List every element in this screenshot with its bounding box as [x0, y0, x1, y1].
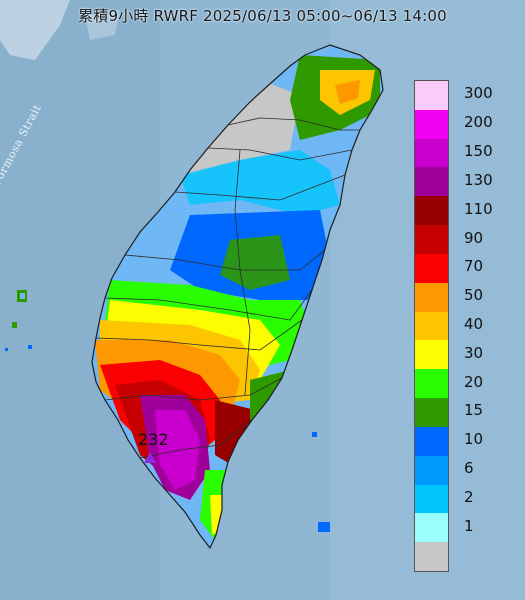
- legend-swatch: [415, 109, 448, 139]
- legend-swatch: [415, 513, 448, 543]
- legend-swatch: [415, 369, 448, 399]
- legend-label: 1: [464, 516, 474, 535]
- legend-swatch: [415, 81, 448, 110]
- legend-swatch: [415, 426, 448, 456]
- orchid-island: [312, 432, 317, 437]
- legend-color-bar: [414, 80, 449, 572]
- legend-swatch: [415, 340, 448, 370]
- legend-label: 15: [464, 401, 484, 420]
- legend-label: 6: [464, 459, 474, 478]
- legend-swatch: [415, 542, 448, 571]
- legend-swatch: [415, 253, 448, 283]
- legend-swatch: [415, 455, 448, 485]
- coastline: [91, 44, 384, 550]
- green-island: [318, 522, 330, 532]
- legend-swatch: [415, 398, 448, 427]
- legend-swatch: [415, 196, 448, 226]
- legend-label: 200: [464, 113, 493, 132]
- legend-swatch: [415, 225, 448, 254]
- legend-swatch: [415, 167, 448, 197]
- legend-label: 90: [464, 228, 484, 247]
- cloud-cover: [0, 0, 70, 60]
- legend-label: 70: [464, 257, 484, 276]
- legend-swatch: [415, 138, 448, 168]
- legend-label: 50: [464, 286, 484, 305]
- penghu-islands: [5, 290, 32, 351]
- legend-label: 300: [464, 84, 493, 103]
- legend-label: 10: [464, 430, 484, 449]
- legend-label: 2: [464, 487, 474, 506]
- legend-label: 20: [464, 372, 484, 391]
- legend-swatch: [415, 311, 448, 341]
- legend-label: 130: [464, 170, 493, 189]
- legend-label: 150: [464, 142, 493, 161]
- max-value-marker-icon: [144, 452, 156, 463]
- map-title: 累積9小時 RWRF 2025/06/13 05:00~06/13 14:00: [78, 7, 447, 25]
- legend-label: 30: [464, 343, 484, 362]
- legend-swatch: [415, 282, 448, 312]
- legend-swatch: [415, 484, 448, 514]
- legend-label: 40: [464, 315, 484, 333]
- county-boundaries: [95, 117, 360, 459]
- max-value-label: 232: [138, 430, 169, 449]
- legend-label: 110: [464, 199, 493, 218]
